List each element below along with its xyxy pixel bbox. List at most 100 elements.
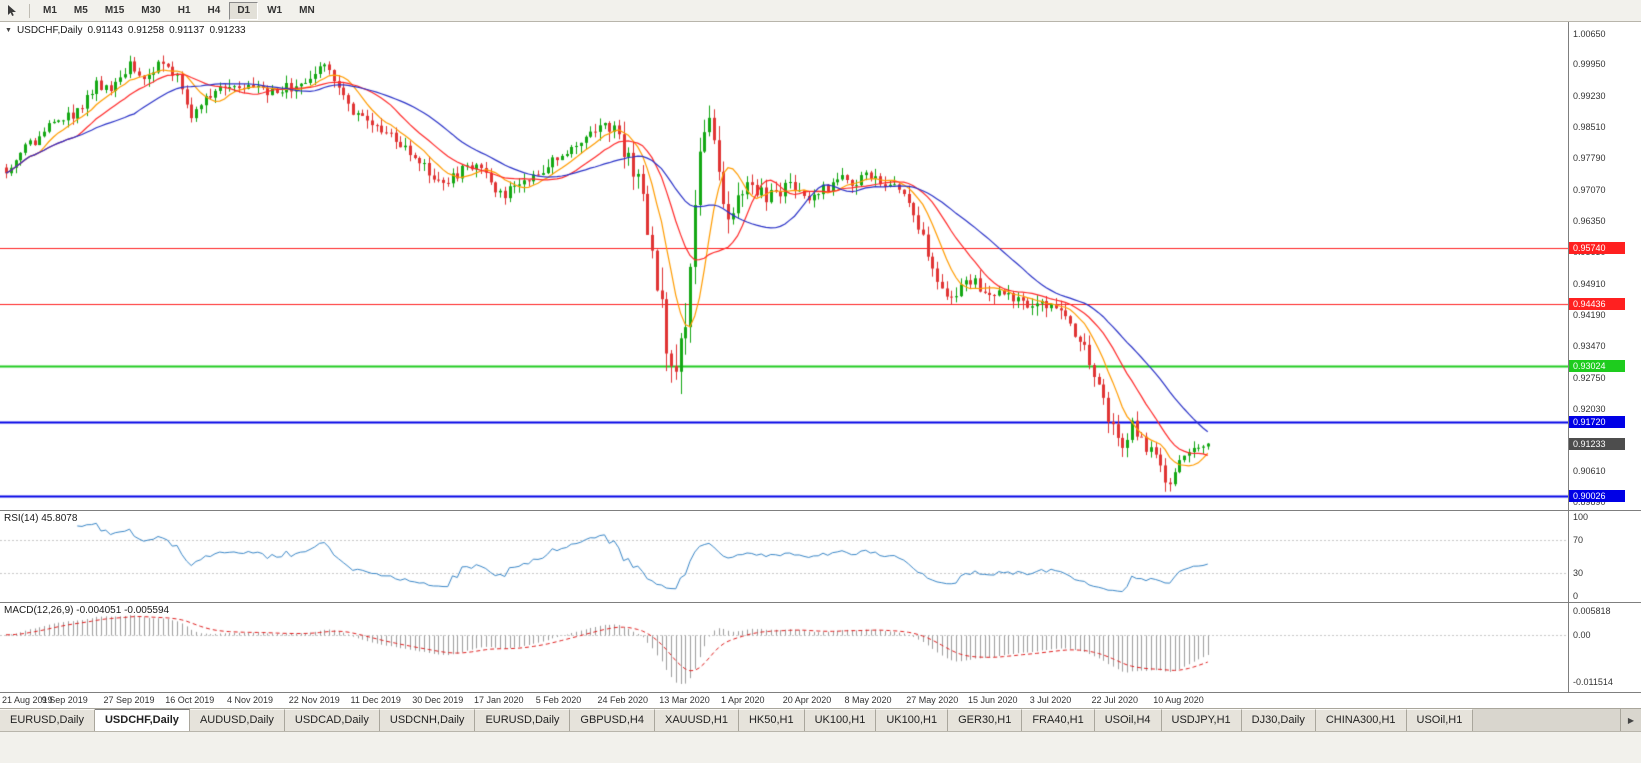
hline-price-label: 0.93024 [1569, 359, 1625, 372]
timeframe-button-m15[interactable]: M15 [97, 2, 132, 20]
status-bar [0, 731, 1641, 763]
hline-price-label: 0.95740 [1569, 241, 1625, 254]
chart-tab-audusd-daily[interactable]: AUDUSD,Daily [189, 709, 285, 731]
rsi-axis-label: 0 [1573, 591, 1579, 601]
macd-axis-label: 0.005818 [1573, 605, 1611, 616]
chart-tab-usdchf-daily[interactable]: USDCHF,Daily [94, 709, 190, 731]
date-axis-label: 24 Feb 2020 [597, 695, 649, 705]
toolbar-separator [29, 3, 30, 18]
price-axis: 1.00650 0.99950 0.99230 0.98510 0.97790 0.970… [1568, 22, 1641, 510]
date-axis: 21 Aug 2019 9 Sep 2019 27 Sep 2019 16 Oct 2… [0, 692, 1641, 708]
chart-tab-usoil-h4[interactable]: USOil,H4 [1094, 709, 1162, 731]
ohlc-close: 0.91233 [209, 25, 246, 36]
chart-tab-gbpusd-h4[interactable]: GBPUSD,H4 [570, 709, 655, 731]
chart-tab-hk50-h1[interactable]: HK50,H1 [738, 709, 805, 731]
chart-tab-bar: EURUSD,Daily USDCHF,Daily AUDUSD,Daily USDC… [0, 708, 1641, 731]
tab-scroll-right-button[interactable]: ▶ [1620, 709, 1641, 731]
price-chart-canvas[interactable] [0, 22, 1568, 510]
price-axis-label: 0.98510 [1573, 122, 1606, 133]
rsi-axis-label: 100 [1573, 512, 1589, 522]
hline-price-label: 0.90026 [1569, 490, 1625, 503]
macd-canvas[interactable] [0, 603, 1568, 692]
date-axis-label: 8 May 2020 [844, 695, 892, 705]
price-axis-label: 0.97070 [1573, 184, 1606, 195]
ohlc-low: 0.91137 [169, 25, 205, 36]
chart-tab-uk100-h1[interactable]: UK100,H1 [804, 709, 877, 731]
date-axis-label: 21 Aug 2019 [2, 695, 53, 705]
price-axis-label: 0.92030 [1573, 403, 1606, 414]
price-axis-label: 0.94190 [1573, 309, 1606, 320]
date-axis-label: 30 Dec 2019 [412, 695, 464, 705]
date-axis-label: 27 Sep 2019 [103, 695, 155, 705]
main-chart-panel: 1.00650 0.99950 0.99230 0.98510 0.97790 0.970… [0, 22, 1641, 510]
chart-tab-usdjpy-h1[interactable]: USDJPY,H1 [1161, 709, 1242, 731]
macd-indicator-label: MACD(12,26,9) -0.004051 -0.005594 [4, 605, 170, 616]
rsi-canvas[interactable] [0, 511, 1568, 602]
date-axis-label: 22 Jul 2020 [1091, 695, 1139, 705]
hline-price-label: 0.91720 [1569, 416, 1625, 429]
hline-price-label: 0.94436 [1569, 298, 1625, 311]
macd-panel: 0.005818 0.00 -0.011514 MACD(12,26,9) -0.0… [0, 602, 1641, 692]
macd-axis-label: 0.00 [1573, 629, 1591, 640]
price-axis-label: 0.99230 [1573, 90, 1606, 101]
price-axis-label: 0.97790 [1573, 153, 1606, 164]
timeframe-button-d1[interactable]: D1 [229, 1, 259, 20]
rsi-axis: 100 70 30 0 [1568, 511, 1641, 602]
date-axis-label: 15 Jun 2020 [968, 695, 1018, 705]
rsi-indicator-label: RSI(14) 45.8078 [4, 513, 78, 524]
chart-tab-usdcad-daily[interactable]: USDCAD,Daily [284, 709, 380, 731]
price-axis-label: 0.92750 [1573, 372, 1606, 383]
date-axis-label: 22 Nov 2019 [288, 695, 340, 705]
chart-tab-ger30-h1[interactable]: GER30,H1 [948, 709, 1023, 731]
date-axis-label: 13 Mar 2020 [659, 695, 710, 705]
ohlc-open: 0.91143 [87, 25, 123, 36]
chart-tabs: EURUSD,Daily USDCHF,Daily AUDUSD,Daily USDC… [0, 709, 1620, 731]
timeframe-button-m5[interactable]: M5 [66, 2, 96, 20]
chart-tab-uk100-h1[interactable]: UK100,H1 [876, 709, 949, 731]
date-axis-label: 1 Apr 2020 [721, 695, 765, 705]
rsi-axis-label: 30 [1573, 567, 1584, 578]
timeframe-button-m1[interactable]: M1 [35, 2, 65, 20]
chart-tab-usdcnh-daily[interactable]: USDCNH,Daily [379, 709, 476, 731]
timeframe-button-m30[interactable]: M30 [133, 2, 168, 20]
current-price-label: 0.91233 [1569, 437, 1625, 450]
timeframe-buttons-group: M1 M5 M15 M30 H1 H4 D1 W1 MN [35, 1, 323, 20]
chart-tab-usoil-h1[interactable]: USOil,H1 [1406, 709, 1474, 731]
timeframe-button-w1[interactable]: W1 [259, 2, 290, 20]
date-axis-label: 5 Feb 2020 [535, 695, 582, 705]
chart-tab-xauusd-h1[interactable]: XAUUSD,H1 [654, 709, 739, 731]
chart-tab-eurusd-daily[interactable]: EURUSD,Daily [0, 709, 95, 731]
macd-axis: 0.005818 0.00 -0.011514 [1568, 603, 1641, 692]
date-axis-label: 9 Sep 2019 [41, 695, 88, 705]
date-axis-label: 10 Aug 2020 [1153, 695, 1204, 705]
timeframe-toolbar: M1 M5 M15 M30 H1 H4 D1 W1 MN [0, 0, 1641, 22]
macd-axis-label: -0.011514 [1573, 676, 1613, 687]
chart-symbol-label: USDCHF,Daily [16, 25, 83, 36]
cursor-tool-icon[interactable] [4, 3, 22, 19]
price-axis-label: 0.96350 [1573, 216, 1606, 227]
timeframe-button-mn[interactable]: MN [291, 2, 323, 20]
date-axis-label: 11 Dec 2019 [350, 695, 401, 705]
date-axis-label: 17 Jan 2020 [474, 695, 524, 705]
date-axis-label: 4 Nov 2019 [227, 695, 274, 705]
ohlc-high: 0.91258 [127, 25, 165, 36]
rsi-axis-label: 70 [1573, 535, 1584, 546]
chart-tab-china300-h1[interactable]: CHINA300,H1 [1315, 709, 1407, 731]
price-axis-label: 1.00650 [1573, 29, 1606, 39]
price-axis-label: 0.99950 [1573, 59, 1606, 70]
rsi-panel: 100 70 30 0 RSI(14) 45.8078 [0, 510, 1641, 602]
chart-tab-dj30-daily[interactable]: DJ30,Daily [1241, 709, 1316, 731]
date-axis-label: 16 Oct 2019 [165, 695, 215, 705]
chart-collapse-icon[interactable]: ▼ [5, 27, 12, 34]
timeframe-button-h4[interactable]: H4 [200, 2, 229, 20]
price-axis-label: 0.90610 [1573, 465, 1606, 476]
timeframe-button-h1[interactable]: H1 [170, 2, 199, 20]
price-axis-label: 0.94910 [1573, 278, 1606, 289]
date-axis-label: 20 Apr 2020 [782, 695, 832, 705]
chart-tab-fra40-h1[interactable]: FRA40,H1 [1022, 709, 1095, 731]
date-axis-label: 3 Jul 2020 [1029, 695, 1072, 705]
chart-tab-eurusd-daily[interactable]: EURUSD,Daily [475, 709, 571, 731]
date-axis-label: 27 May 2020 [906, 695, 959, 705]
chart-title: ▼ USDCHF,Daily 0.91143 0.91258 0.91137 0… [5, 25, 246, 36]
